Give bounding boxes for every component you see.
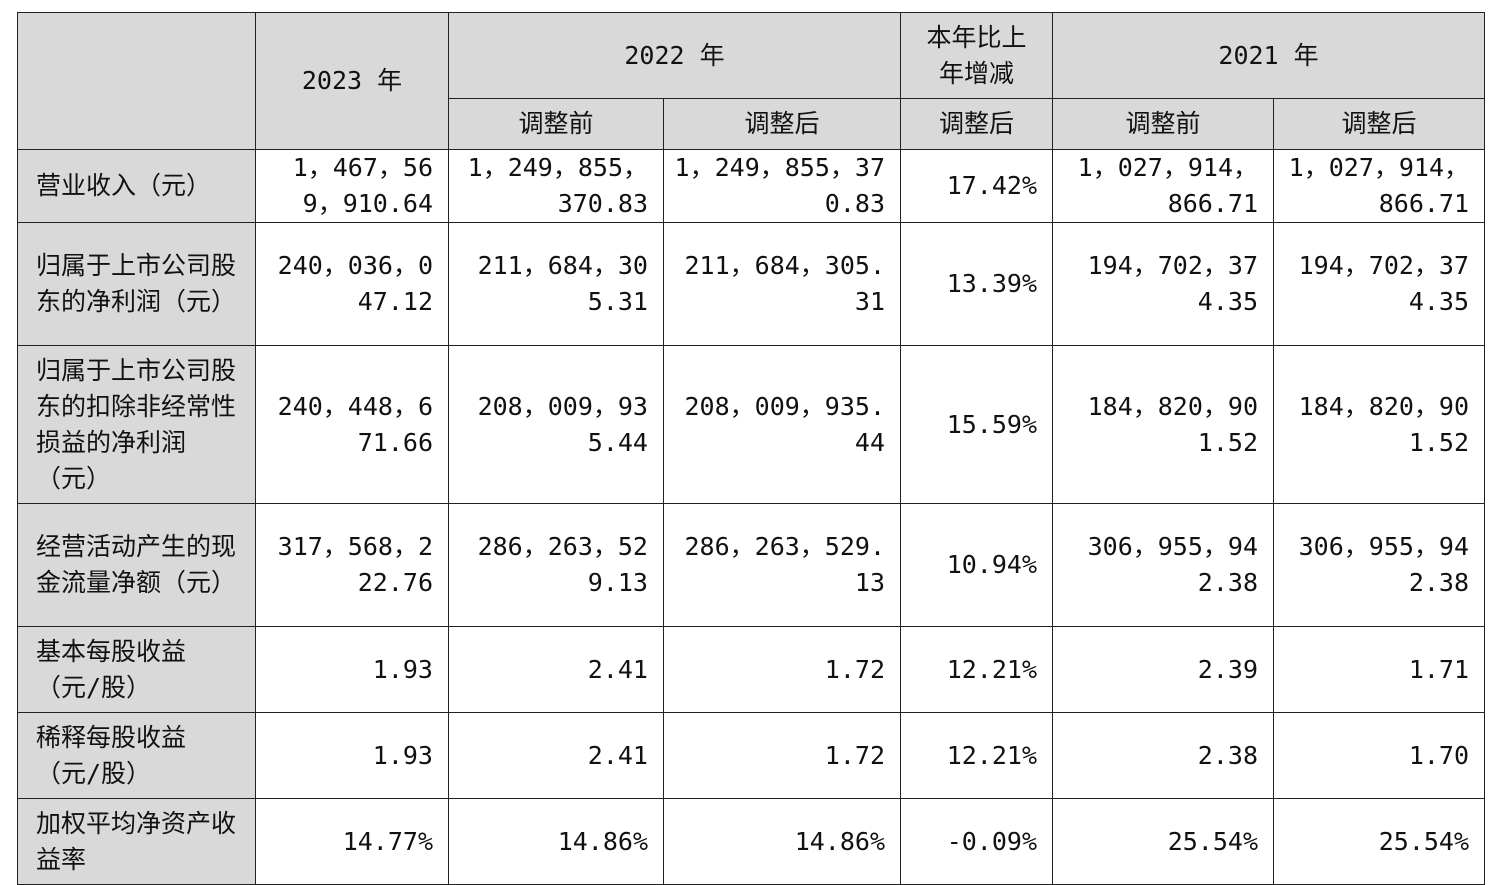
header-2021: 2021 年	[1052, 12, 1486, 99]
table-row: 基本每股收益（元/股） 1.93 2.41 1.72 12.21% 2.39 1…	[17, 626, 1486, 713]
cell-2021-after: 1.70	[1273, 712, 1486, 799]
cell-2021-before: 194，702，374.35	[1052, 222, 1275, 346]
cell-2023: 1.93	[255, 712, 449, 799]
header-row-years: 2023 年 2022 年 本年比上年增减 2021 年	[17, 12, 1486, 150]
cell-change: 13.39%	[900, 222, 1054, 346]
cell-2021-after: 306，955，942.38	[1273, 503, 1486, 627]
cell-2022-after: 286，263，529.13	[662, 503, 902, 627]
cell-2022-after: 1，249，855，370.83	[662, 149, 902, 223]
cell-2023: 14.77%	[255, 798, 449, 885]
cell-2021-before: 184，820，901.52	[1052, 345, 1275, 504]
cell-2021-after: 1.71	[1273, 626, 1486, 713]
header-2022-before: 调整前	[448, 98, 664, 150]
header-2021-before: 调整前	[1052, 98, 1275, 150]
row-label: 归属于上市公司股东的扣除非经常性损益的净利润（元）	[17, 345, 256, 504]
table-row: 经营活动产生的现金流量净额（元） 317，568，222.76 286，263，…	[17, 503, 1486, 627]
header-change-after: 调整后	[900, 98, 1054, 150]
row-label: 营业收入（元）	[17, 149, 256, 223]
table-row: 稀释每股收益（元/股） 1.93 2.41 1.72 12.21% 2.38 1…	[17, 712, 1486, 799]
table-row: 归属于上市公司股东的净利润（元） 240，036，047.12 211，684，…	[17, 222, 1486, 346]
table-row: 营业收入（元） 1，467，569，910.64 1，249，855，370.8…	[17, 149, 1486, 223]
cell-2021-before: 1，027，914，866.71	[1052, 149, 1275, 223]
header-2021-after: 调整后	[1273, 98, 1486, 150]
cell-2022-before: 286，263，529.13	[448, 503, 664, 627]
cell-2021-before: 25.54%	[1052, 798, 1275, 885]
header-2022-after: 调整后	[662, 98, 902, 150]
header-2022: 2022 年	[447, 12, 902, 99]
row-label: 基本每股收益（元/股）	[17, 626, 256, 713]
cell-2022-after: 211，684，305.31	[662, 222, 902, 346]
cell-2021-before: 2.38	[1052, 712, 1275, 799]
cell-2022-before: 2.41	[448, 626, 664, 713]
row-label: 加权平均净资产收益率	[17, 798, 256, 885]
cell-2022-after: 14.86%	[662, 798, 902, 885]
cell-change: 15.59%	[900, 345, 1054, 504]
cell-change: -0.09%	[900, 798, 1054, 885]
cell-2022-after: 1.72	[662, 712, 902, 799]
cell-2021-before: 2.39	[1052, 626, 1275, 713]
row-label: 归属于上市公司股东的净利润（元）	[17, 222, 256, 346]
cell-2023: 1.93	[255, 626, 449, 713]
table-row: 归属于上市公司股东的扣除非经常性损益的净利润（元） 240，448，671.66…	[17, 345, 1486, 504]
cell-2022-after: 1.72	[662, 626, 902, 713]
cell-2022-before: 208，009，935.44	[448, 345, 664, 504]
cell-2022-after: 208，009，935.44	[662, 345, 902, 504]
cell-2022-before: 14.86%	[448, 798, 664, 885]
row-label: 稀释每股收益（元/股）	[17, 712, 256, 799]
cell-change: 12.21%	[900, 712, 1054, 799]
cell-2023: 240，448，671.66	[255, 345, 449, 504]
cell-change: 12.21%	[900, 626, 1054, 713]
cell-2021-after: 184，820，901.52	[1273, 345, 1486, 504]
cell-change: 17.42%	[900, 149, 1054, 223]
financial-summary-table: 2023 年 2022 年 本年比上年增减 2021 年 调整前 调整后 调整后…	[17, 12, 1486, 885]
header-change: 本年比上年增减	[900, 12, 1054, 99]
cell-change: 10.94%	[900, 503, 1054, 627]
cell-2023: 317，568，222.76	[255, 503, 449, 627]
cell-2021-after: 25.54%	[1273, 798, 1486, 885]
cell-2021-before: 306，955，942.38	[1052, 503, 1275, 627]
header-row-adjust: 调整前 调整后 调整后 调整前 调整后	[18, 98, 1486, 150]
header-2023: 2023 年	[255, 12, 449, 150]
table-row: 加权平均净资产收益率 14.77% 14.86% 14.86% -0.09% 2…	[17, 798, 1486, 885]
cell-2023: 1，467，569，910.64	[255, 149, 449, 223]
cell-2022-before: 1，249，855，370.83	[448, 149, 664, 223]
cell-2023: 240，036，047.12	[255, 222, 449, 346]
header-corner-cell	[17, 12, 256, 150]
cell-2022-before: 211，684，305.31	[448, 222, 664, 346]
cell-2021-after: 1，027，914，866.71	[1273, 149, 1486, 223]
row-label: 经营活动产生的现金流量净额（元）	[17, 503, 256, 627]
cell-2021-after: 194，702，374.35	[1273, 222, 1486, 346]
cell-2022-before: 2.41	[448, 712, 664, 799]
